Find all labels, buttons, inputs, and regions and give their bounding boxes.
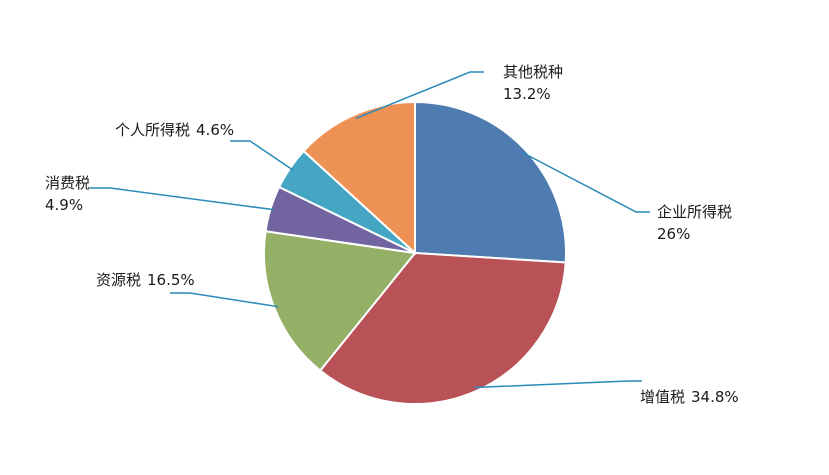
slice-name: 资源税 (96, 271, 141, 289)
slice-value: 4.9% (45, 196, 83, 214)
slice-label: 资源税 16.5% (96, 271, 195, 289)
leader-line (521, 151, 650, 213)
slice-label: 增值税 34.8% (640, 388, 739, 406)
leader-line (474, 380, 642, 389)
slice-value: 16.5% (147, 271, 195, 289)
leader-line (90, 187, 275, 211)
slice-label: 其他税种 13.2% (503, 63, 563, 103)
slice-label: 个人所得税 4.6% (115, 121, 234, 139)
slice-value: 26% (657, 225, 690, 243)
pie-slice (302, 100, 416, 256)
slice-label: 企业所得税 26% (657, 203, 732, 243)
slice-name: 其他税种 (503, 63, 563, 81)
leader-line (170, 292, 279, 308)
leader-line (355, 71, 484, 120)
slice-value: 34.8% (691, 388, 739, 406)
pie-slice (414, 100, 567, 264)
leader-line (230, 140, 294, 171)
slice-name: 个人所得税 (115, 121, 190, 139)
pie-slice (263, 230, 417, 372)
slice-label: 消费税 4.9% (45, 174, 90, 214)
pie-slice (318, 251, 567, 405)
slice-value: 4.6% (196, 121, 234, 139)
slice-value: 13.2% (503, 85, 551, 103)
slice-name: 增值税 (640, 388, 685, 406)
slice-name: 消费税 (45, 174, 90, 192)
slice-name: 企业所得税 (657, 203, 732, 221)
